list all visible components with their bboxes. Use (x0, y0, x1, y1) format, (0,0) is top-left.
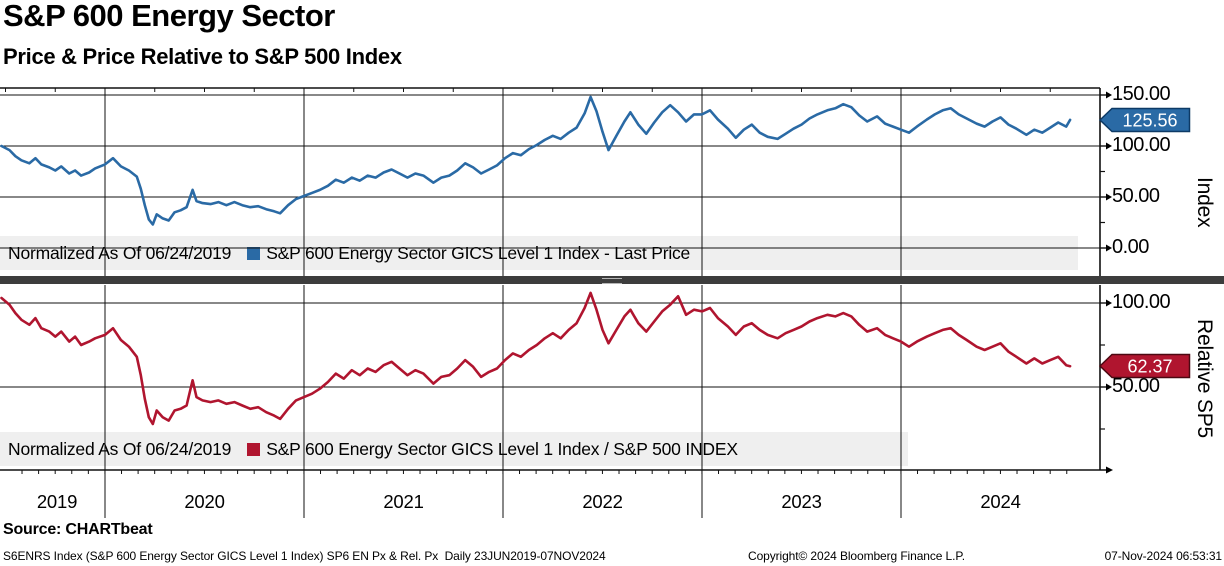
badge-pointer-shape (1099, 107, 1191, 133)
ytick-label: 50.00 (1112, 185, 1160, 207)
page-title: S&P 600 Energy Sector (3, 0, 335, 33)
legend-item-relative: S&P 600 Energy Sector GICS Level 1 Index… (247, 439, 738, 460)
year-label: 2019 (36, 491, 78, 512)
ytick-label: 0.00 (1112, 236, 1149, 258)
y-axis-title-index: Index (1193, 177, 1216, 228)
last-price-value: 125.56 (1122, 111, 1177, 131)
year-label: 2023 (781, 491, 822, 512)
year-label: 2024 (980, 491, 1021, 512)
series-label-relative: S&P 600 Energy Sector GICS Level 1 Index… (266, 438, 738, 459)
y-axis-title-relative: Relative SP5 (1193, 318, 1216, 438)
last-relative-value: 62.37 (1127, 357, 1172, 377)
legend-relative: Normalized As Of 06/24/2019 S&P 600 Ener… (0, 432, 908, 466)
year-label: 2021 (383, 491, 424, 512)
normalized-label: Normalized As Of 06/24/2019 (8, 438, 232, 459)
year-label: 2022 (582, 491, 623, 512)
ticker-info: S6ENRS Index (S&P 600 Energy Sector GICS… (3, 549, 606, 563)
last-price-badge: 125.56 (1099, 107, 1191, 133)
source-label: Source: CHARTbeat (3, 521, 153, 538)
splitter-grip-icon[interactable] (602, 278, 622, 284)
ytick-label: 150.00 (1112, 83, 1171, 105)
blue-square-icon (247, 246, 261, 260)
copyright-text: Copyright© 2024 Bloomberg Finance L.P. (748, 549, 965, 563)
panel-splitter[interactable] (0, 276, 1224, 284)
ytick-label: 100.00 (1112, 134, 1171, 156)
last-relative-badge: 62.37 (1099, 353, 1191, 379)
red-square-icon (247, 442, 261, 456)
ytick-label: 50.00 (1112, 375, 1160, 397)
ytick-label: 100.00 (1112, 291, 1171, 313)
page-subtitle: Price & Price Relative to S&P 500 Index (3, 44, 402, 69)
year-label: 2020 (184, 491, 225, 512)
badge-pointer-shape (1099, 353, 1191, 379)
timestamp: 07-Nov-2024 06:53:31 (1104, 549, 1223, 563)
